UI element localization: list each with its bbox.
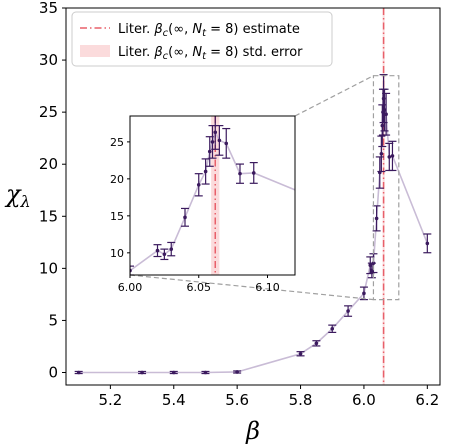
inset-plot-area — [130, 116, 295, 275]
y-tick-label: 10 — [39, 259, 58, 277]
inset-x-tick-label: 6.05 — [187, 281, 212, 294]
data-marker — [235, 370, 239, 374]
inset-data-point — [201, 158, 210, 185]
inset-data-point — [222, 127, 231, 159]
y-tick-label: 5 — [48, 311, 58, 329]
inset-y-tick-label: 25 — [110, 136, 124, 149]
data-marker — [76, 370, 81, 375]
inset-data-marker — [196, 182, 201, 187]
data-marker — [384, 112, 388, 117]
legend: Liter. βc(∞, Nt = 8) estimate Liter. βc(∞… — [71, 11, 333, 67]
inset-data-marker — [169, 247, 174, 251]
x-tick-label: 6.2 — [415, 391, 439, 409]
data-point — [312, 340, 321, 347]
data-point — [328, 324, 337, 334]
inset-data-point — [211, 116, 220, 150]
inset-y-tick-label: 20 — [110, 173, 124, 186]
data-point — [138, 370, 147, 375]
x-tick-label: 6.0 — [352, 391, 376, 409]
inset-x-tick-label: 6.10 — [255, 281, 280, 294]
data-point — [388, 140, 397, 172]
x-tick-label: 5.2 — [98, 391, 122, 409]
inset-y-tick-label: 15 — [110, 210, 124, 223]
inset-data-marker — [238, 171, 242, 176]
zoom-connector — [129, 274, 374, 301]
data-point — [201, 370, 210, 375]
legend-label: Liter. βc(∞, Nt = 8) estimate — [118, 22, 300, 39]
inset-data-point — [160, 248, 169, 261]
inset-data-marker — [155, 248, 160, 253]
x-axis-label: β — [245, 417, 260, 445]
data-point — [375, 156, 384, 189]
data-point — [423, 233, 432, 254]
legend-label: Liter. βc(∞, Nt = 8) std. error — [118, 45, 303, 62]
inset-data-point — [249, 161, 258, 184]
inset-data-marker — [224, 141, 229, 146]
inset-data-point — [167, 241, 176, 257]
inset-data-marker — [213, 130, 218, 135]
data-marker — [390, 154, 395, 158]
inset-data-point — [215, 125, 224, 156]
data-point — [296, 351, 305, 357]
inset-x-tick-label: 6.00 — [118, 281, 143, 294]
inset-data-point — [194, 173, 203, 197]
zoom-region — [372, 75, 400, 301]
data-point — [380, 88, 389, 132]
legend-swatch-band — [80, 45, 110, 57]
y-tick-label: 20 — [39, 155, 58, 173]
data-marker — [370, 268, 374, 273]
y-tick-label: 15 — [39, 207, 58, 225]
data-marker — [346, 309, 350, 313]
data-point — [233, 370, 242, 374]
inset-data-marker — [251, 171, 256, 175]
data-marker — [387, 155, 392, 159]
inset-y-tick-label: 10 — [110, 247, 124, 260]
inset-data-marker — [162, 252, 167, 257]
inset-plot: 6.00 6.05 6.10 10 15 20 25 — [110, 75, 374, 301]
inset-frame — [129, 115, 296, 276]
y-tick-label: 0 — [48, 364, 58, 382]
inset-data-point — [181, 207, 189, 227]
y-tick-label: 35 — [39, 0, 58, 17]
data-marker — [362, 291, 366, 296]
y-tick-label: 30 — [39, 51, 58, 69]
main-plot: 5.2 5.4 5.6 5.8 6.0 6.2 0 5 10 15 20 25 30 35 β χλ — [4, 0, 441, 445]
inset-data-point — [153, 244, 162, 258]
data-marker — [368, 263, 373, 268]
x-tick-label: 5.6 — [225, 391, 249, 409]
y-axis-label: χλ — [4, 180, 31, 211]
data-point — [169, 370, 178, 375]
data-marker — [379, 152, 384, 156]
data-point — [74, 370, 83, 375]
axes-frame — [65, 7, 441, 386]
y-tick-label: 25 — [39, 103, 58, 121]
data-marker — [171, 370, 176, 375]
inset-data-marker — [217, 138, 222, 143]
data-marker — [330, 326, 335, 331]
data-point — [359, 286, 368, 301]
inset-data-marker — [203, 169, 208, 174]
data-point — [344, 305, 353, 317]
plot-area — [74, 8, 432, 385]
data-marker — [314, 341, 319, 346]
data-marker — [380, 123, 385, 128]
x-tick-label: 5.4 — [162, 391, 186, 409]
inset-data-point — [236, 163, 244, 184]
x-tick-label: 5.8 — [289, 391, 313, 409]
data-marker — [374, 216, 379, 221]
data-marker — [382, 108, 387, 112]
inset-data-marker — [207, 149, 212, 154]
data-marker — [203, 370, 208, 375]
zoom-connector — [294, 75, 374, 117]
inset-data-marker — [210, 140, 215, 144]
legend-box — [71, 11, 333, 67]
data-point — [382, 92, 391, 136]
data-marker — [371, 261, 376, 265]
data-marker — [425, 241, 430, 246]
data-marker — [140, 370, 144, 375]
data-marker — [298, 351, 303, 356]
inset-data-marker — [183, 215, 187, 220]
data-point — [377, 135, 386, 173]
